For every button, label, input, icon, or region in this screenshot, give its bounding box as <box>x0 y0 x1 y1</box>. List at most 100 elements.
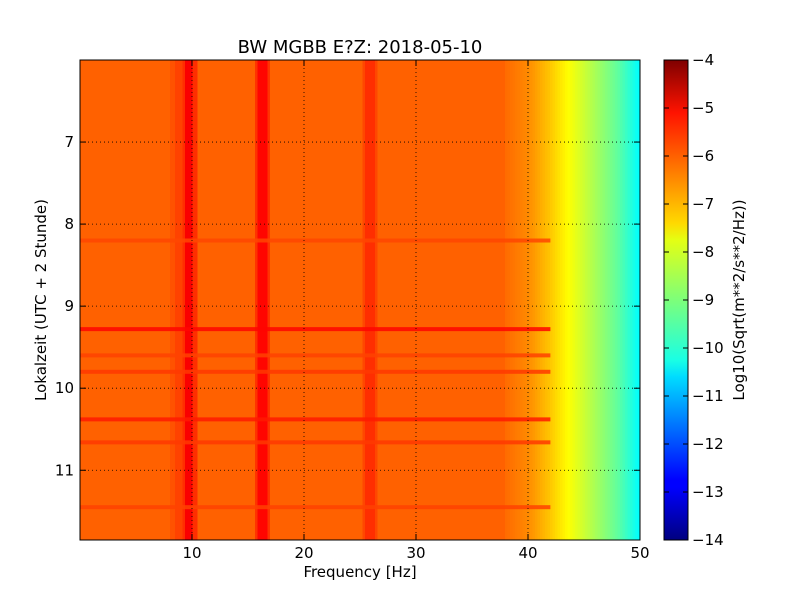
heatmap-column <box>500 60 503 540</box>
heatmap-column <box>215 60 218 540</box>
heatmap-column <box>292 60 296 540</box>
x-tick-label: 20 <box>294 544 313 562</box>
heatmap-column <box>600 60 603 540</box>
heatmap-column <box>265 60 268 540</box>
heatmap-column <box>615 60 618 540</box>
y-axis-ticks: 7 8 9 10 11 <box>55 133 640 479</box>
heatmap-column <box>577 60 581 540</box>
heatmap-column <box>350 60 353 540</box>
heatmap-column <box>330 60 333 540</box>
heatmap-column <box>590 60 593 540</box>
heatmap-column <box>197 60 201 540</box>
broadband-event <box>80 440 551 445</box>
heatmap-column <box>522 60 526 540</box>
heatmap-column <box>85 60 88 540</box>
heatmap-column <box>535 60 538 540</box>
heatmap-column <box>555 60 558 540</box>
chart-title: BW MGBB E?Z: 2018-05-10 <box>238 37 483 58</box>
heatmap-column <box>167 60 171 540</box>
x-tick-label: 40 <box>518 544 537 562</box>
x-axis-ticks: 10 20 30 40 50 <box>182 60 650 562</box>
heatmap-column <box>365 60 368 540</box>
heatmap-column <box>322 60 326 540</box>
heatmap-column <box>117 60 121 540</box>
heatmap-column <box>232 60 236 540</box>
y-tick-label: 10 <box>55 379 74 397</box>
heatmap-column <box>377 60 381 540</box>
heatmap-column <box>222 60 226 540</box>
heatmap-column <box>152 60 156 540</box>
heatmap-column <box>175 60 178 540</box>
heatmap-column <box>190 60 193 540</box>
heatmap-column <box>195 60 198 540</box>
heatmap-column <box>162 60 166 540</box>
heatmap-column <box>172 60 176 540</box>
heatmap-column <box>260 60 263 540</box>
heatmap-column <box>305 60 308 540</box>
heatmap-column <box>560 60 563 540</box>
heatmap-column <box>245 60 248 540</box>
heatmap-column <box>405 60 408 540</box>
heatmap-column <box>545 60 548 540</box>
heatmap-column <box>557 60 561 540</box>
heatmap-column <box>532 60 536 540</box>
heatmap-column <box>212 60 216 540</box>
heatmap-column <box>307 60 311 540</box>
heatmap-column <box>185 60 188 540</box>
heatmap-column <box>582 60 586 540</box>
heatmap-column <box>425 60 428 540</box>
heatmap-column <box>442 60 446 540</box>
heatmap-column <box>147 60 151 540</box>
heatmap-column <box>205 60 208 540</box>
heatmap-column <box>452 60 456 540</box>
heatmap-column <box>227 60 231 540</box>
heatmap-column <box>437 60 441 540</box>
heatmap-column <box>150 60 153 540</box>
heatmap-column <box>495 60 498 540</box>
heatmap-column <box>342 60 346 540</box>
heatmap-column <box>490 60 493 540</box>
heatmap-column <box>347 60 351 540</box>
heatmap-column <box>607 60 611 540</box>
heatmap-column <box>325 60 328 540</box>
heatmap-column <box>570 60 573 540</box>
heatmap-column <box>460 60 463 540</box>
heatmap-column <box>542 60 546 540</box>
heatmap-column <box>410 60 413 540</box>
heatmap-column <box>220 60 223 540</box>
heatmap-column <box>217 60 221 540</box>
heatmap-column <box>375 60 378 540</box>
heatmap-column <box>587 60 591 540</box>
heatmap-column <box>300 60 303 540</box>
y-tick-label: 11 <box>55 461 74 479</box>
heatmap-column <box>552 60 556 540</box>
heatmap-column <box>562 60 566 540</box>
heatmap-column <box>475 60 478 540</box>
broadband-event <box>80 353 551 358</box>
heatmap-column <box>575 60 578 540</box>
heatmap-column <box>565 60 568 540</box>
heatmap-column <box>112 60 116 540</box>
heatmap-column <box>625 60 628 540</box>
heatmap-column <box>270 60 273 540</box>
heatmap-column <box>262 60 266 540</box>
heatmap-column <box>485 60 488 540</box>
heatmap-column <box>420 60 423 540</box>
heatmap-column <box>550 60 553 540</box>
heatmap-column <box>122 60 126 540</box>
heatmap-column <box>192 60 196 540</box>
heatmap-column <box>362 60 366 540</box>
heatmap-column <box>130 60 133 540</box>
heatmap-column <box>457 60 461 540</box>
heatmap-column <box>450 60 453 540</box>
heatmap-column <box>202 60 206 540</box>
heatmap-column <box>110 60 113 540</box>
heatmap-column <box>225 60 228 540</box>
heatmap-column <box>510 60 513 540</box>
heatmap-column <box>627 60 631 540</box>
heatmap-column <box>90 60 93 540</box>
heatmap-column <box>310 60 313 540</box>
heatmap-column <box>275 60 278 540</box>
heatmap-column <box>507 60 511 540</box>
